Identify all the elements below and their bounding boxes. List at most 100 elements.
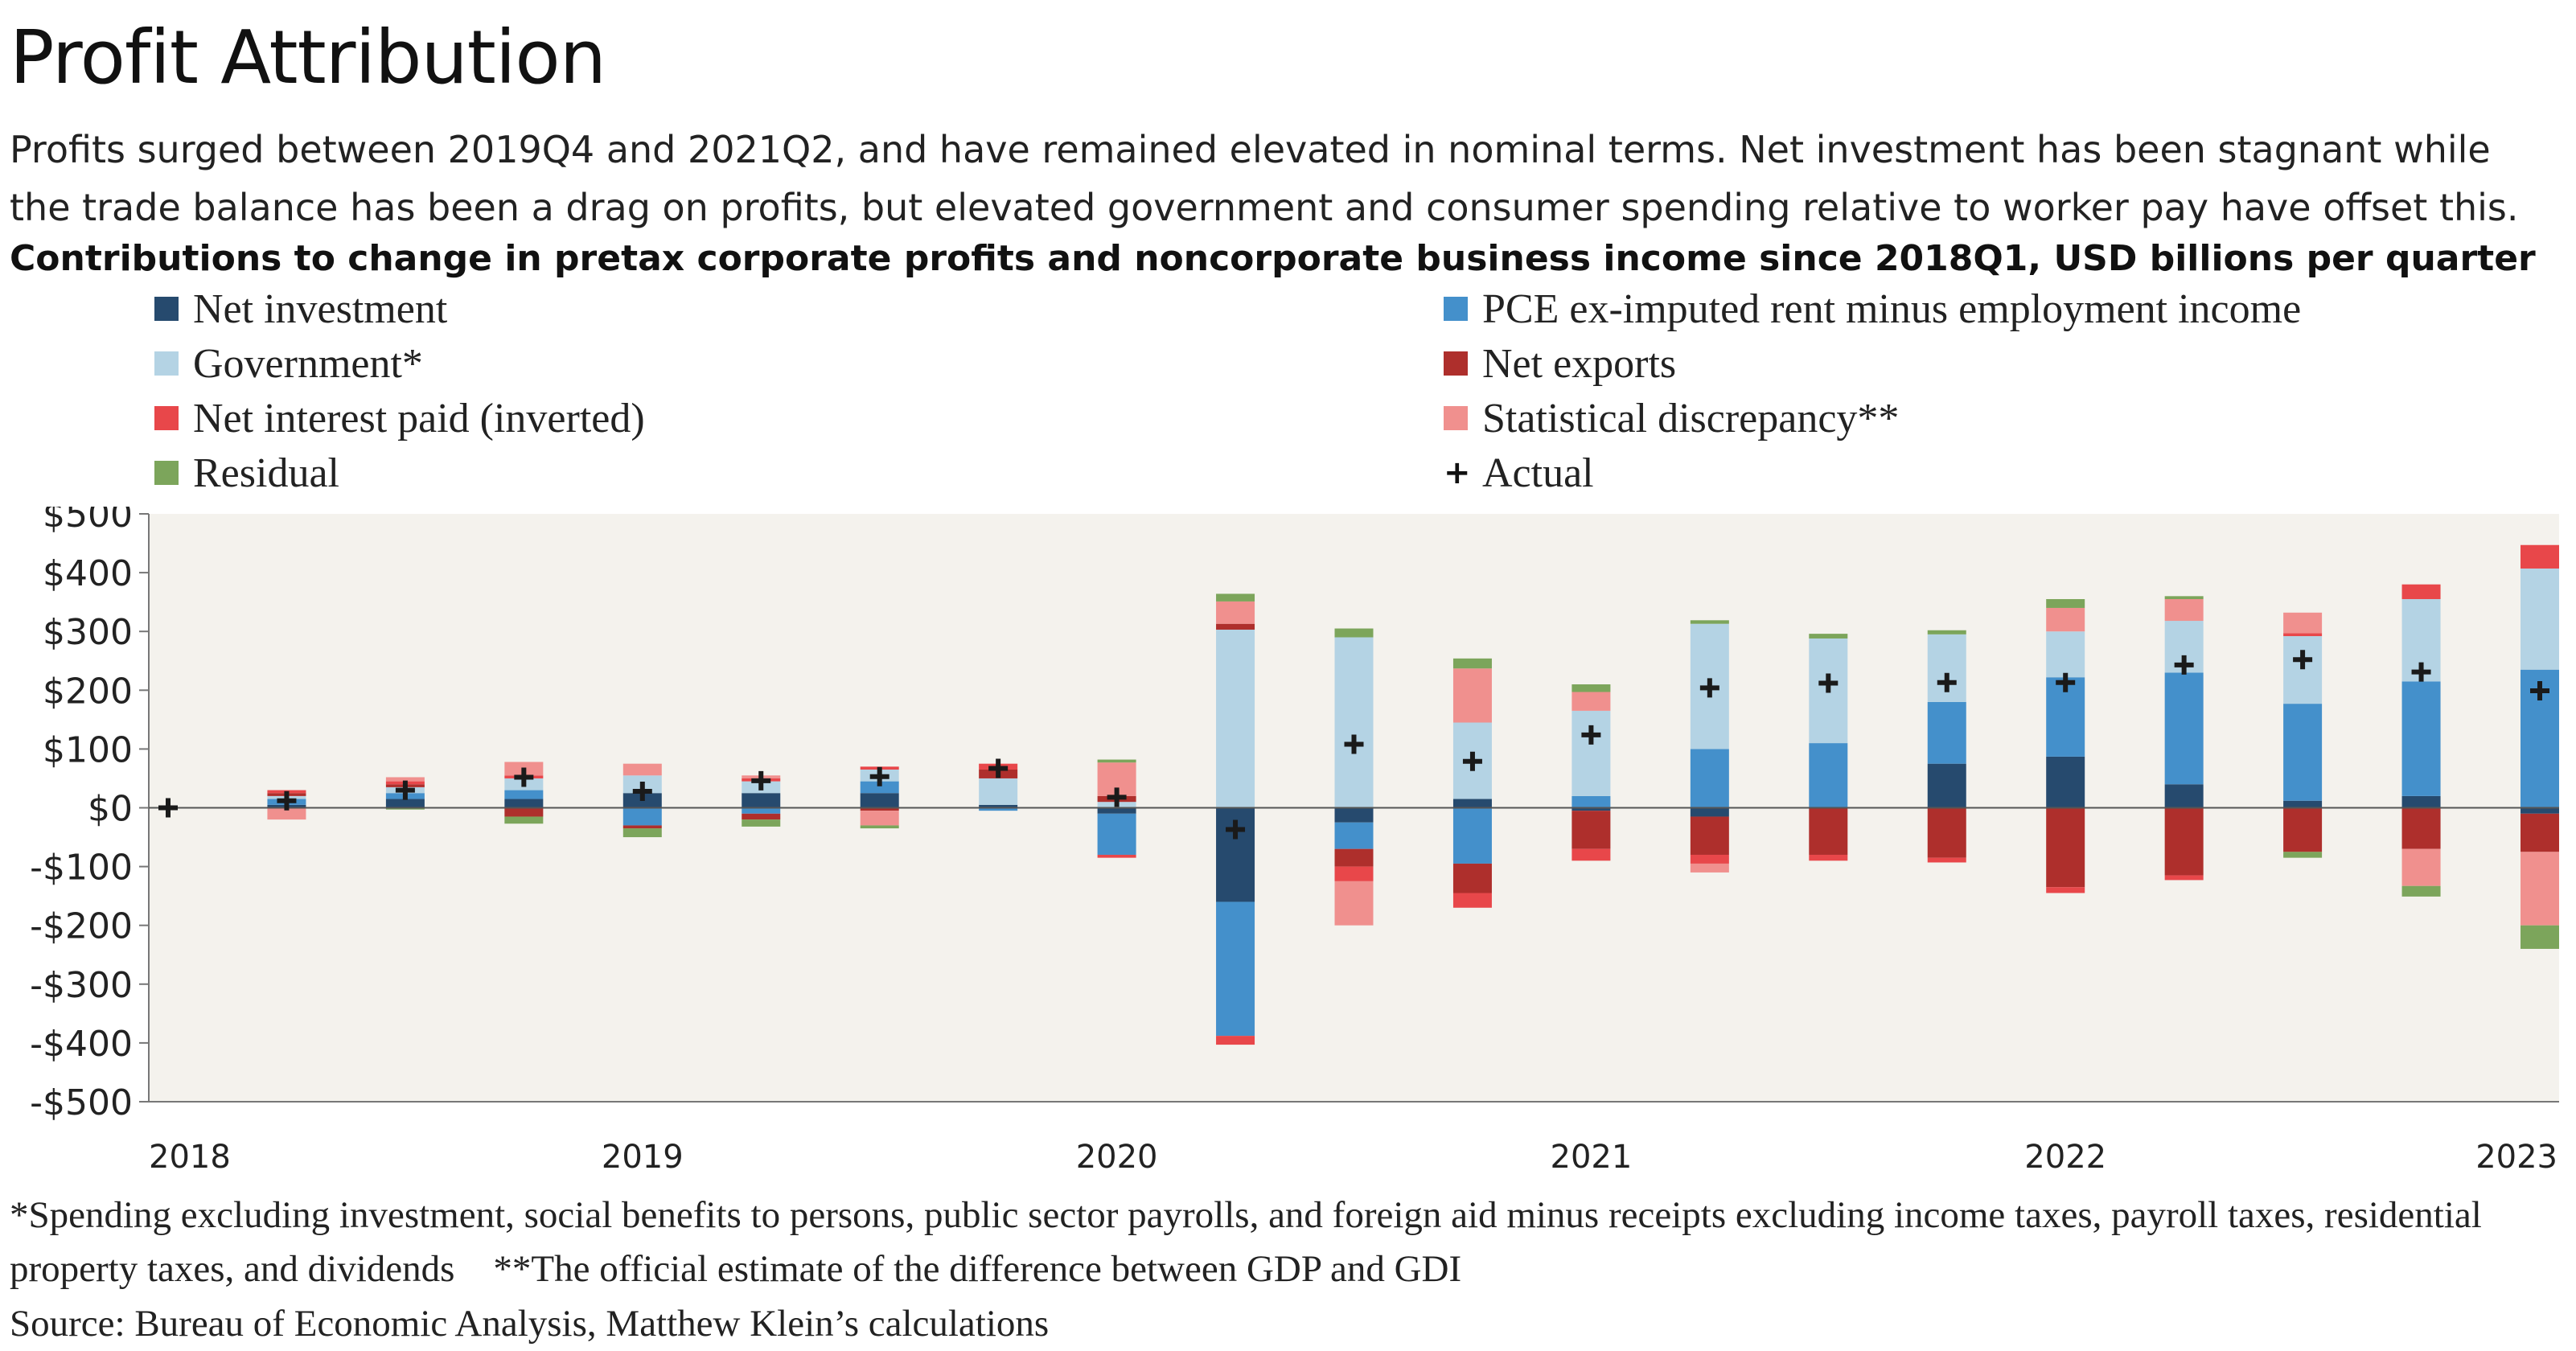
bar-segment (2401, 681, 2441, 796)
bar-segment (1571, 684, 1611, 692)
legend-swatch (1444, 406, 1468, 430)
actual-marker (632, 782, 652, 802)
actual-marker (1818, 673, 1839, 693)
x-tick-label: 2022 (2024, 1139, 2106, 1176)
legend-item-net-interest: Net interest paid (inverted) (154, 391, 645, 446)
bar-segment (1216, 901, 1255, 1037)
bar-segment (1690, 863, 1729, 873)
footnote: *Spending excluding investment, social b… (10, 1189, 2567, 1296)
bar-segment (504, 807, 544, 817)
x-tick-label: 2018 (149, 1139, 231, 1176)
bar-segment (1097, 807, 1136, 814)
bar-segment (385, 777, 425, 782)
bar-segment (1334, 628, 1374, 638)
bar-segment (2046, 807, 2085, 888)
bar-segment (1690, 807, 1729, 817)
bar-segment (860, 825, 899, 829)
bar-segment (1571, 811, 1611, 849)
chart-legend: Net investment PCE ex-imputed rent minus… (0, 281, 2576, 507)
footnote-government: *Spending excluding investment, social b… (10, 1194, 2482, 1290)
bar-segment (2164, 875, 2204, 881)
legend-item-stat-discrepancy: Statistical discrepancy** (1444, 391, 1899, 446)
y-tick-label: $500 (43, 507, 133, 536)
actual-marker (1462, 751, 1482, 771)
actual-marker (158, 798, 178, 818)
y-tick-label: $100 (43, 729, 133, 770)
bar-segment (1452, 799, 1492, 808)
bar-segment (1334, 881, 1374, 926)
bar-segment (2283, 852, 2323, 858)
chart-title: Contributions to change in pretax corpor… (10, 238, 2536, 279)
bar-segment (385, 807, 425, 810)
bar-segment (1097, 813, 1136, 855)
bar-segment (2521, 568, 2559, 670)
bar-segment (1334, 807, 1374, 823)
legend-item-net-investment: Net investment (154, 281, 447, 336)
bar-segment (860, 793, 899, 808)
footnote-discrepancy: **The official estimate of the differenc… (493, 1248, 1462, 1290)
source-note: Source: Bureau of Economic Analysis, Mat… (10, 1303, 1050, 1345)
bar-segment (1334, 822, 1374, 849)
page-subtitle: Profits surged between 2019Q4 and 2021Q2… (10, 128, 2519, 229)
legend-swatch (1444, 297, 1468, 321)
bar-segment (1571, 692, 1611, 711)
bar-segment (979, 778, 1018, 805)
legend-swatch (1444, 351, 1468, 376)
bar-segment (1927, 763, 1966, 808)
bar-segment (2164, 807, 2204, 876)
actual-marker (988, 758, 1009, 778)
bar-segment (2401, 885, 2441, 897)
bar-segment (1452, 668, 1492, 723)
y-tick-label: -$100 (30, 848, 133, 889)
bar-segment (2046, 598, 2085, 608)
bar-segment (742, 813, 781, 820)
bar-segment (622, 807, 662, 826)
page-title: Profit Attribution (10, 14, 606, 101)
y-tick-label: -$200 (30, 906, 133, 947)
actual-marker (395, 780, 415, 800)
bar-segment (2283, 612, 2323, 634)
actual-marker (1581, 725, 1601, 745)
bar-segment (1216, 623, 1255, 630)
legend-label: Residual (193, 450, 339, 496)
bar-segment (2521, 925, 2559, 949)
bar-segment (2046, 607, 2085, 632)
bar-segment (2401, 795, 2441, 808)
bar-segment (622, 825, 662, 829)
bar-segment (979, 804, 1018, 808)
bar-segment (504, 816, 544, 824)
bar-segment (1809, 807, 1848, 855)
bar-segment (1927, 807, 1966, 858)
actual-marker (2056, 672, 2076, 692)
legend-label: Actual (1482, 450, 1594, 496)
bar-segment (1690, 854, 1729, 864)
actual-marker (1699, 678, 1719, 698)
legend-label: Net exports (1482, 340, 1677, 387)
bar-segment (2521, 807, 2559, 814)
actual-marker (869, 766, 889, 786)
bar-segment (979, 807, 1018, 811)
x-tick-label: 2019 (602, 1139, 684, 1176)
bar-segment (1927, 630, 1966, 634)
bar-segment (1571, 795, 1611, 808)
bar-segment (2401, 807, 2441, 849)
actual-marker (2174, 655, 2194, 675)
bar-segment (742, 793, 781, 808)
bar-segment (1334, 637, 1374, 808)
legend-item-government: Government* (154, 336, 423, 391)
bar-segment (1571, 848, 1611, 861)
bar-segment (1927, 701, 1966, 764)
bar-segment (1334, 866, 1374, 881)
bar-segment (742, 807, 781, 814)
legend-item-actual: + Actual (1444, 446, 1594, 500)
bar-segment (267, 807, 306, 820)
bar-segment (622, 828, 662, 838)
legend-item-net-exports: Net exports (1444, 336, 1676, 391)
bar-segment (2046, 631, 2085, 678)
bar-segment (1452, 658, 1492, 669)
bar-segment (2401, 848, 2441, 886)
legend-label: Net investment (193, 285, 448, 332)
bar-segment (2283, 800, 2323, 808)
bar-segment (2283, 636, 2323, 704)
legend-swatch (154, 461, 179, 485)
